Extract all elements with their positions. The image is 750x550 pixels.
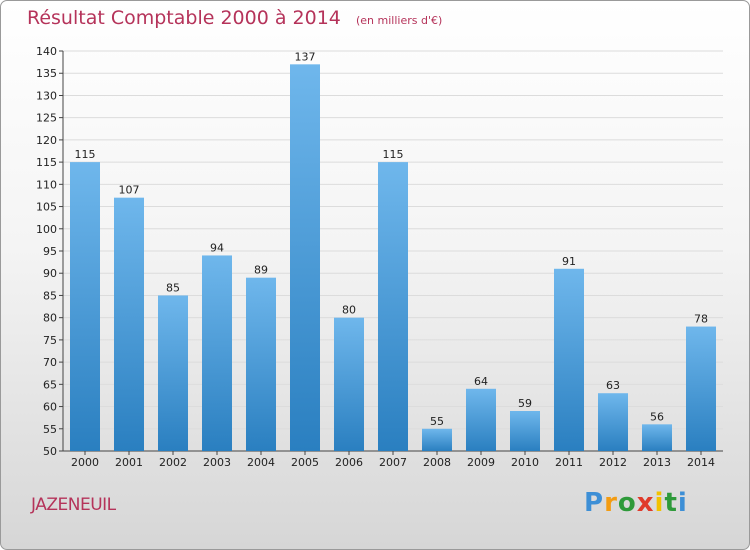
data-label-2002: 85 bbox=[166, 281, 180, 294]
bar-2014 bbox=[686, 326, 716, 451]
logo-letter: i bbox=[677, 488, 688, 518]
bar-2004 bbox=[246, 277, 276, 451]
x-tick-label-2003: 2003 bbox=[203, 456, 231, 469]
proxiti-logo: Proxiti bbox=[584, 488, 688, 518]
x-tick-label-2007: 2007 bbox=[379, 456, 407, 469]
data-label-2010: 59 bbox=[518, 397, 532, 410]
data-label-2007: 115 bbox=[383, 148, 404, 161]
logo-letter: r bbox=[604, 488, 618, 518]
x-tick-label-2006: 2006 bbox=[335, 456, 363, 469]
bar-2012 bbox=[598, 393, 628, 451]
logo-letter: t bbox=[664, 488, 678, 518]
bar-2009 bbox=[466, 388, 496, 451]
bar-2013 bbox=[642, 424, 672, 451]
x-tick-label-2009: 2009 bbox=[467, 456, 495, 469]
x-tick-label-2014: 2014 bbox=[687, 456, 715, 469]
bar-2008 bbox=[422, 428, 452, 451]
y-tick-label: 70 bbox=[43, 356, 57, 369]
y-tick-label: 75 bbox=[43, 334, 57, 347]
logo-letter: o bbox=[617, 488, 637, 518]
x-tick-label-2013: 2013 bbox=[643, 456, 671, 469]
y-tick-label: 90 bbox=[43, 267, 57, 280]
x-tick-label-2004: 2004 bbox=[247, 456, 275, 469]
y-tick-label: 130 bbox=[36, 89, 57, 102]
x-tick-label-2008: 2008 bbox=[423, 456, 451, 469]
x-tick-label-2005: 2005 bbox=[291, 456, 319, 469]
data-label-2003: 94 bbox=[210, 241, 224, 254]
bar-2011 bbox=[554, 268, 584, 451]
logo-letter: x bbox=[636, 488, 655, 518]
y-tick-label: 60 bbox=[43, 401, 57, 414]
x-tick-label-2012: 2012 bbox=[599, 456, 627, 469]
bar-2000 bbox=[70, 162, 100, 451]
data-label-2001: 107 bbox=[119, 184, 140, 197]
title-main: Résultat Comptable 2000 à 2014 bbox=[27, 7, 341, 29]
data-label-2011: 91 bbox=[562, 255, 576, 268]
bar-2010 bbox=[510, 411, 540, 451]
logo-letter: P bbox=[584, 488, 605, 518]
data-label-2013: 56 bbox=[650, 410, 664, 423]
title-unit: (en milliers d'€) bbox=[355, 14, 443, 27]
bar-2001 bbox=[114, 197, 144, 451]
y-tick-label: 140 bbox=[36, 45, 57, 58]
x-tick-label-2002: 2002 bbox=[159, 456, 187, 469]
bar-2002 bbox=[158, 295, 188, 451]
y-tick-label: 100 bbox=[36, 223, 57, 236]
y-tick-label: 110 bbox=[36, 178, 57, 191]
y-tick-label: 65 bbox=[43, 378, 57, 391]
data-label-2006: 80 bbox=[342, 304, 356, 317]
y-tick-label: 125 bbox=[36, 112, 57, 125]
data-label-2014: 78 bbox=[694, 313, 708, 326]
data-label-2000: 115 bbox=[75, 148, 96, 161]
bar-2005 bbox=[290, 64, 320, 452]
bar-2003 bbox=[202, 255, 232, 451]
y-tick-label: 55 bbox=[43, 423, 57, 436]
logo-letter: i bbox=[654, 488, 665, 518]
data-label-2009: 64 bbox=[474, 375, 488, 388]
y-tick-label: 135 bbox=[36, 67, 57, 80]
data-label-2008: 55 bbox=[430, 415, 444, 428]
data-label-2004: 89 bbox=[254, 264, 268, 277]
y-tick-label: 50 bbox=[43, 445, 57, 458]
x-tick-label-2011: 2011 bbox=[555, 456, 583, 469]
bar-2006 bbox=[334, 317, 364, 451]
chart-title: Résultat Comptable 2000 à 2014 (en milli… bbox=[27, 7, 442, 29]
commune-name: JAZENEUIL bbox=[31, 495, 116, 515]
data-label-2005: 137 bbox=[295, 50, 316, 63]
y-tick-label: 80 bbox=[43, 312, 57, 325]
y-tick-label: 120 bbox=[36, 134, 57, 147]
y-tick-label: 115 bbox=[36, 156, 57, 169]
x-tick-label-2001: 2001 bbox=[115, 456, 143, 469]
y-tick-label: 95 bbox=[43, 245, 57, 258]
x-tick-label-2000: 2000 bbox=[71, 456, 99, 469]
x-tick-label-2010: 2010 bbox=[511, 456, 539, 469]
bar-2007 bbox=[378, 162, 408, 451]
y-tick-label: 105 bbox=[36, 201, 57, 214]
y-tick-label: 85 bbox=[43, 289, 57, 302]
data-label-2012: 63 bbox=[606, 379, 620, 392]
